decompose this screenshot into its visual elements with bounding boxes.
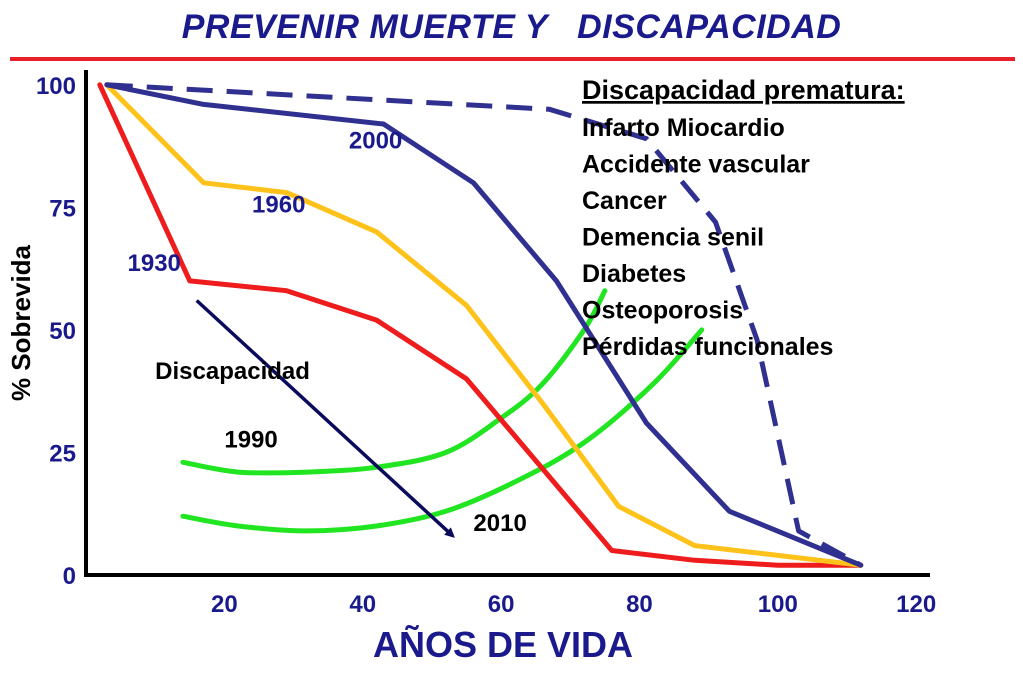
title-divider [10, 57, 1015, 61]
x-tick-label: 120 [896, 591, 936, 618]
y-tick-label: 25 [49, 440, 76, 467]
series-label-1960: 1960 [252, 191, 305, 218]
x-tick-label: 20 [211, 591, 238, 618]
series-line-1930 [97, 82, 864, 568]
disability-year-label: 1990 [224, 427, 277, 454]
x-tick-label: 80 [626, 591, 653, 618]
page-title: PREVENIR MUERTE Y DISCAPACIDAD [181, 8, 842, 46]
series-line-projection [106, 82, 863, 568]
y-tick-label: 0 [63, 563, 76, 590]
series-lines [97, 82, 864, 568]
y-tick-label: 75 [49, 195, 76, 222]
disability-list-item: Demencia senil [582, 224, 764, 252]
chart-text: 2000 1960 1930 Discapacidad 1990 2010 Discapac… [128, 75, 905, 537]
disability-list-item: Cancer [582, 187, 667, 215]
disability-curves [180, 288, 705, 534]
y-tick-label: 100 [36, 73, 76, 100]
disability-curve-1990 [180, 288, 608, 476]
series-line-2000 [104, 82, 864, 568]
disability-list-item: Osteoporosis [582, 297, 743, 325]
disability-arrow-group [195, 299, 455, 538]
x-tick-label: 100 [758, 591, 798, 618]
disability-list-item: Diabetes [582, 260, 686, 288]
disability-list-heading: Discapacidad prematura: [582, 75, 905, 105]
disability-year-label: 2010 [473, 510, 526, 537]
disability-list-item: Pérdidas funcionales [582, 333, 833, 361]
disability-curve-2010 [180, 327, 705, 534]
series-label-2000: 2000 [349, 128, 402, 155]
x-tick-label: 40 [349, 591, 376, 618]
series-label-1930: 1930 [128, 250, 181, 277]
disability-list-item: Accidente vascular [582, 151, 810, 179]
disability-arrow [195, 299, 455, 538]
discapacidad-label: Discapacidad [155, 358, 310, 385]
x-tick-label: 60 [488, 591, 515, 618]
x-axis-title: AÑOS DE VIDA [373, 623, 633, 665]
series-line-1960 [104, 82, 864, 568]
y-axis-title: % Sobrevida [6, 244, 36, 401]
axes: 20 40 60 80 100 120 0 25 50 75 100 AÑOS DE VIDA % So… [6, 70, 936, 665]
y-tick-label: 50 [49, 318, 76, 345]
disability-list-item: Infarto Miocardio [582, 114, 785, 142]
